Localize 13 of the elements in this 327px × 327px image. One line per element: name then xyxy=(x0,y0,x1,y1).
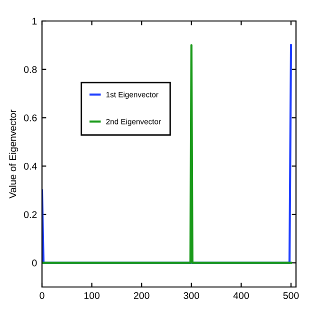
x-tick-label: 200 xyxy=(134,292,150,299)
y-axis-title: Value of Eigenvector xyxy=(9,110,18,198)
y-tick-label: 0.4 xyxy=(24,162,37,170)
x-tick-label: 300 xyxy=(184,292,200,299)
x-tick-label: 400 xyxy=(233,292,249,299)
x-tick-label: 500 xyxy=(283,292,299,299)
y-tick-label: 0.8 xyxy=(24,66,37,73)
x-tick-label: 100 xyxy=(84,292,100,299)
y-tick-label: 0.2 xyxy=(24,211,37,218)
y-tick-label: 1 xyxy=(32,18,37,25)
y-tick-label: 0 xyxy=(32,260,37,266)
x-tick-label: 0 xyxy=(40,292,44,299)
y-tick-label: 0.6 xyxy=(24,114,37,122)
